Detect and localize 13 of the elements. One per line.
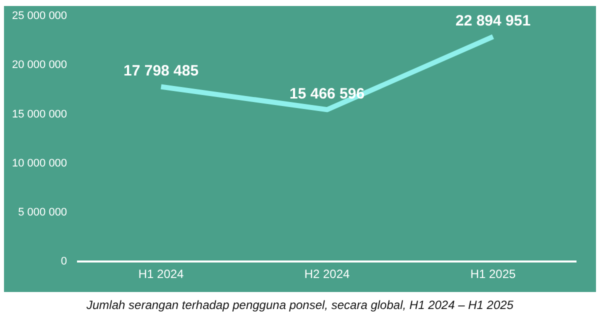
data-label: 17 798 485	[124, 62, 199, 80]
y-tick-label: 20 000 000	[12, 59, 68, 72]
text: Jumlah serangan terhadap pengguna ponsel, secara global, H1 2024 – H1 2025	[86, 298, 514, 312]
y-tick-label: 0	[60, 256, 68, 268]
data-label: 22 894 951	[455, 12, 531, 30]
y-tick-label: 15 000 000	[12, 108, 68, 120]
data-label: 15 466 596	[289, 85, 365, 102]
x-tick-label: H2 2024	[304, 267, 350, 282]
y-tick-label: 10 000 000	[12, 157, 68, 170]
y-tick-label: 25 000 000	[12, 10, 68, 22]
x-tick-label: H1 2024	[138, 267, 184, 282]
x-tick-label: H1 2025	[470, 267, 516, 282]
y-tick-label: 5 000 000	[18, 206, 68, 219]
